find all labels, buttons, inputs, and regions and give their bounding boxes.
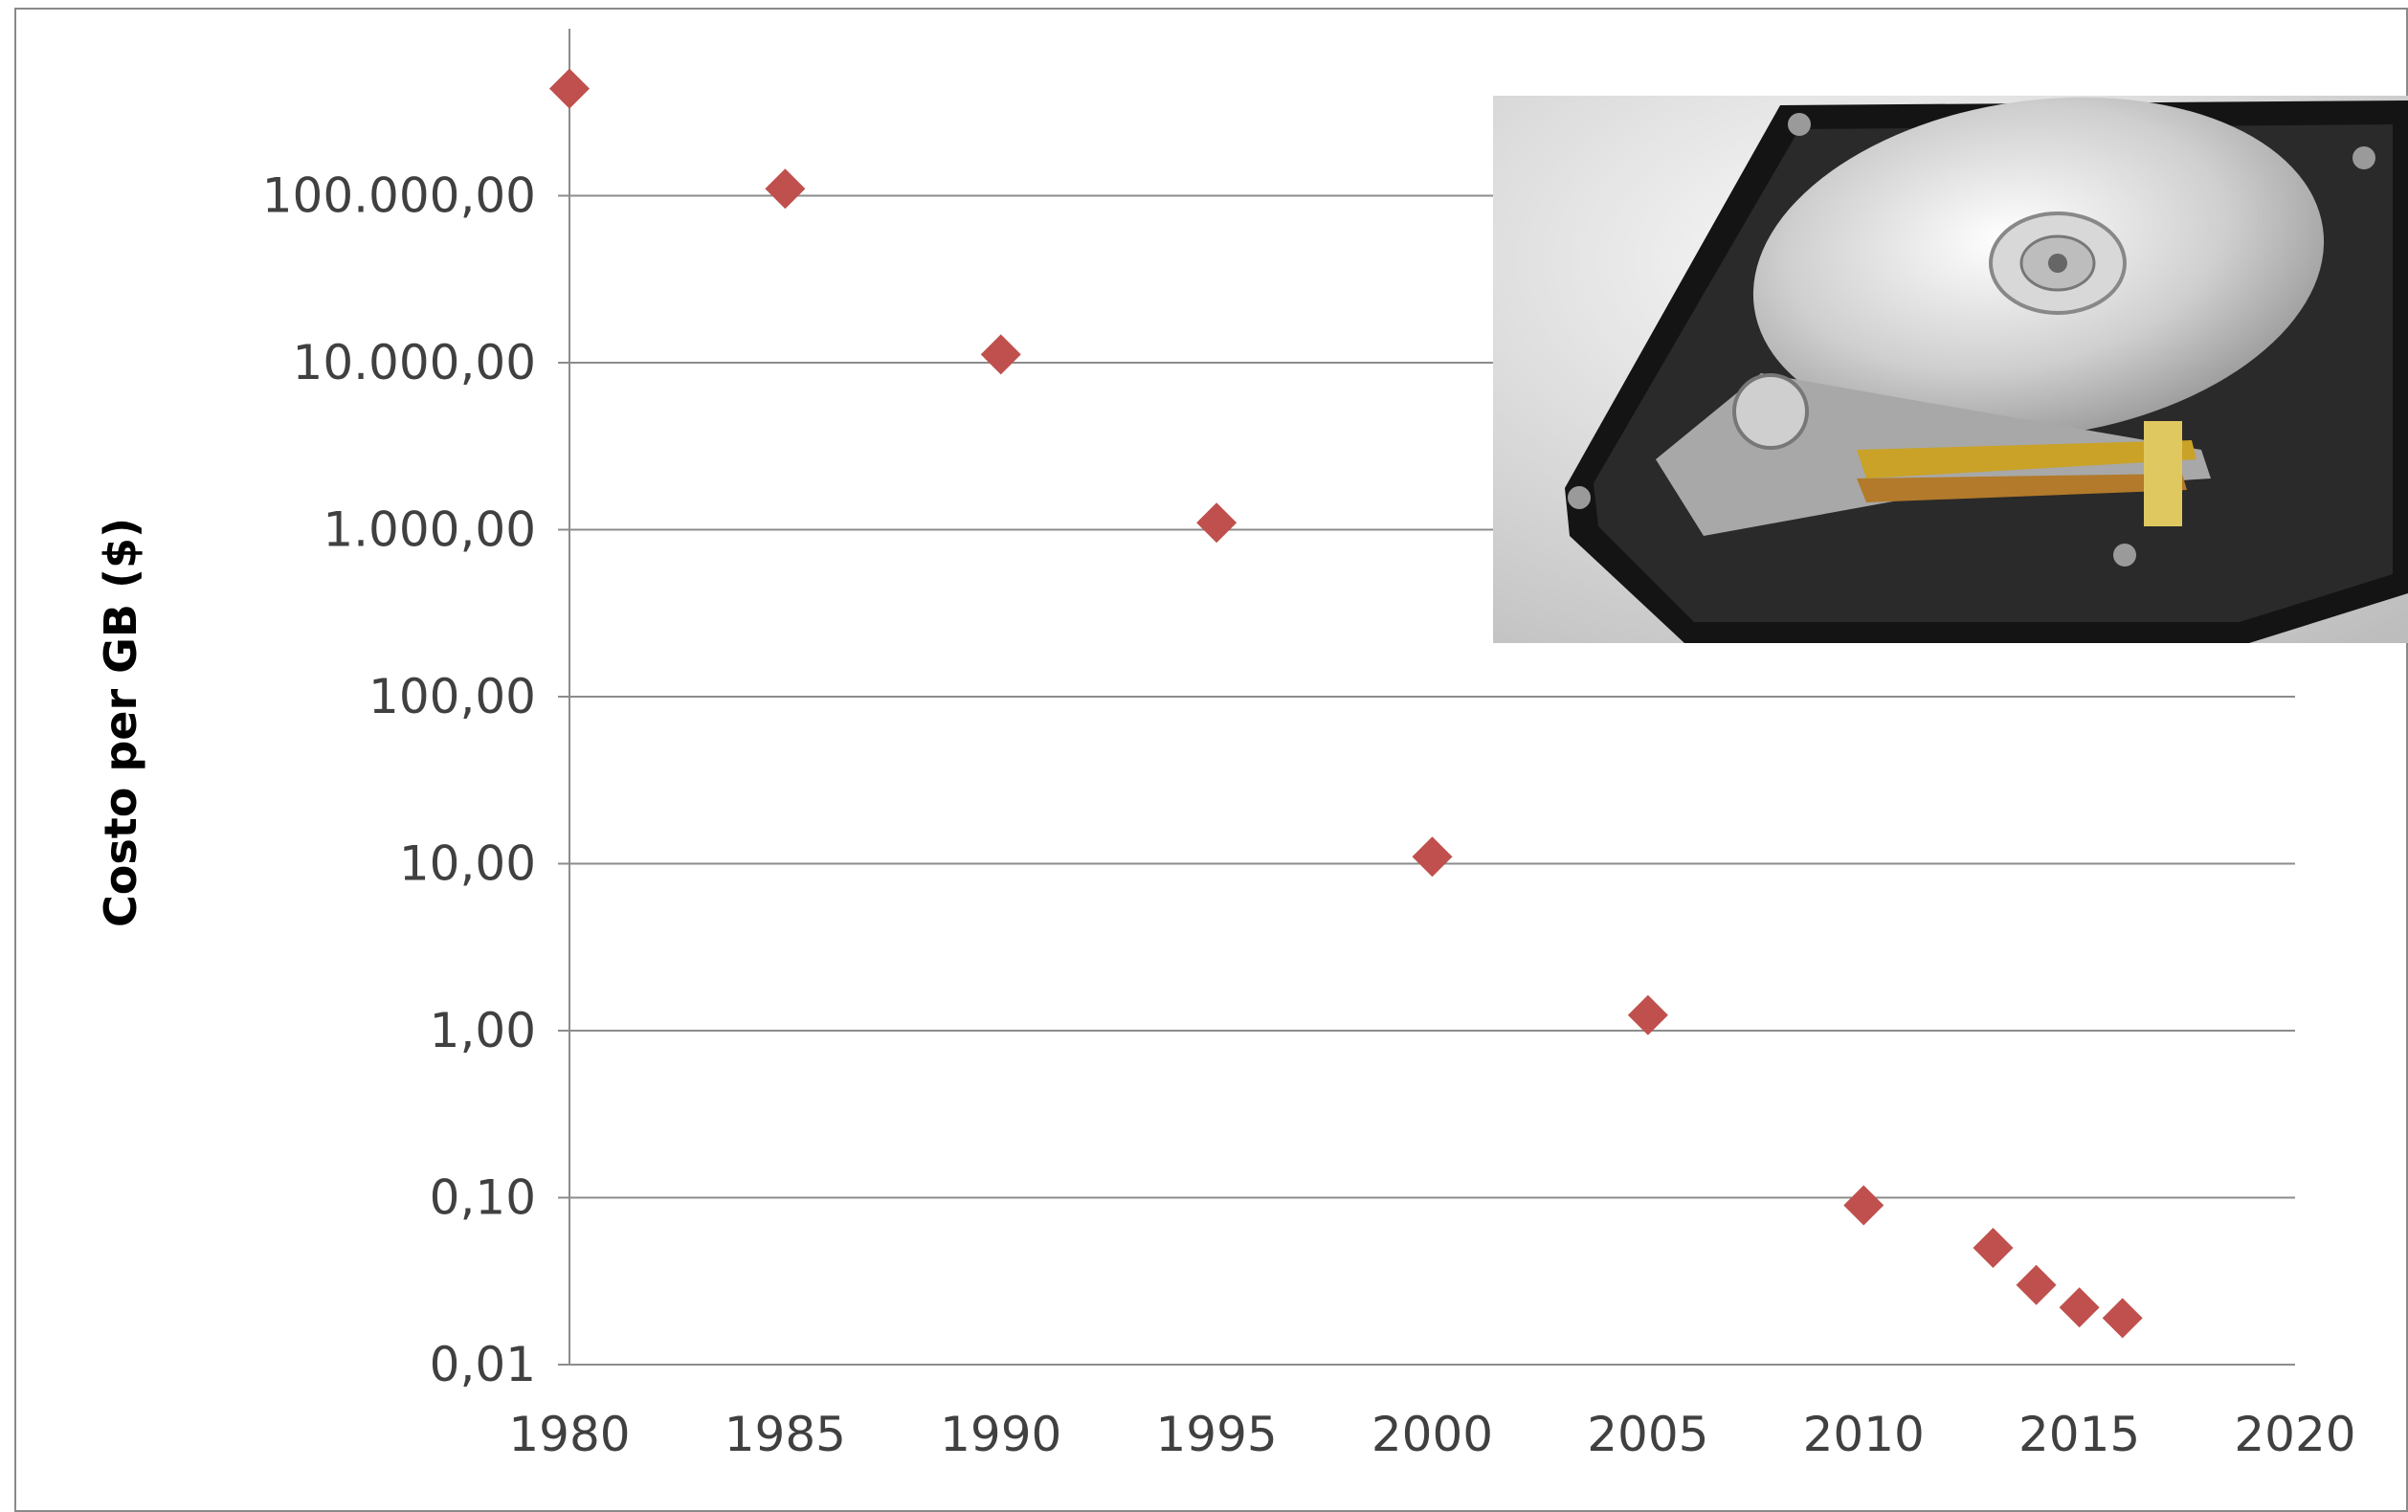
y-tick-label: 0,01 [430,1337,536,1392]
data-point [549,68,590,109]
y-tick-labels: 0,01 0,10 1,00 10,00 100,00 1.000,00 10.000,00… [262,168,536,1393]
x-tick-label: 2005 [1587,1407,1708,1462]
y-tick-label: 10,00 [399,836,536,892]
data-point [2016,1264,2057,1305]
x-tick-label: 1980 [508,1407,630,1462]
data-point [2059,1287,2100,1328]
axes [558,29,2295,1366]
data-points [549,68,2143,1339]
y-tick-label: 0,10 [430,1170,536,1226]
hard-disk-drive-photo [1493,96,2408,643]
y-tick-label: 1.000,00 [323,502,536,558]
data-point [1627,994,1668,1035]
x-tick-label: 2000 [1371,1407,1493,1462]
x-tick-labels: 1980 1985 1990 1995 2000 2005 2010 2015 2020 [508,1407,2355,1462]
y-tick-label: 10.000,00 [293,335,536,390]
y-tick-label: 100.000,00 [262,168,536,224]
data-point [1412,836,1453,878]
data-point [765,168,806,210]
x-tick-label: 1990 [940,1407,1061,1462]
x-tick-label: 2015 [2018,1407,2140,1462]
data-point [1973,1228,2014,1269]
x-tick-label: 1995 [1156,1407,1278,1462]
y-axis-title: Costo per GB ($) [95,518,146,927]
data-point [1196,502,1237,544]
data-point [1843,1185,1884,1226]
x-tick-label: 1985 [725,1407,846,1462]
x-tick-label: 2010 [1803,1407,1925,1462]
y-tick-label: 1,00 [430,1003,536,1058]
x-tick-label: 2020 [2234,1407,2355,1462]
data-point [2102,1298,2143,1339]
data-point [980,334,1021,375]
y-tick-label: 100,00 [368,669,536,724]
